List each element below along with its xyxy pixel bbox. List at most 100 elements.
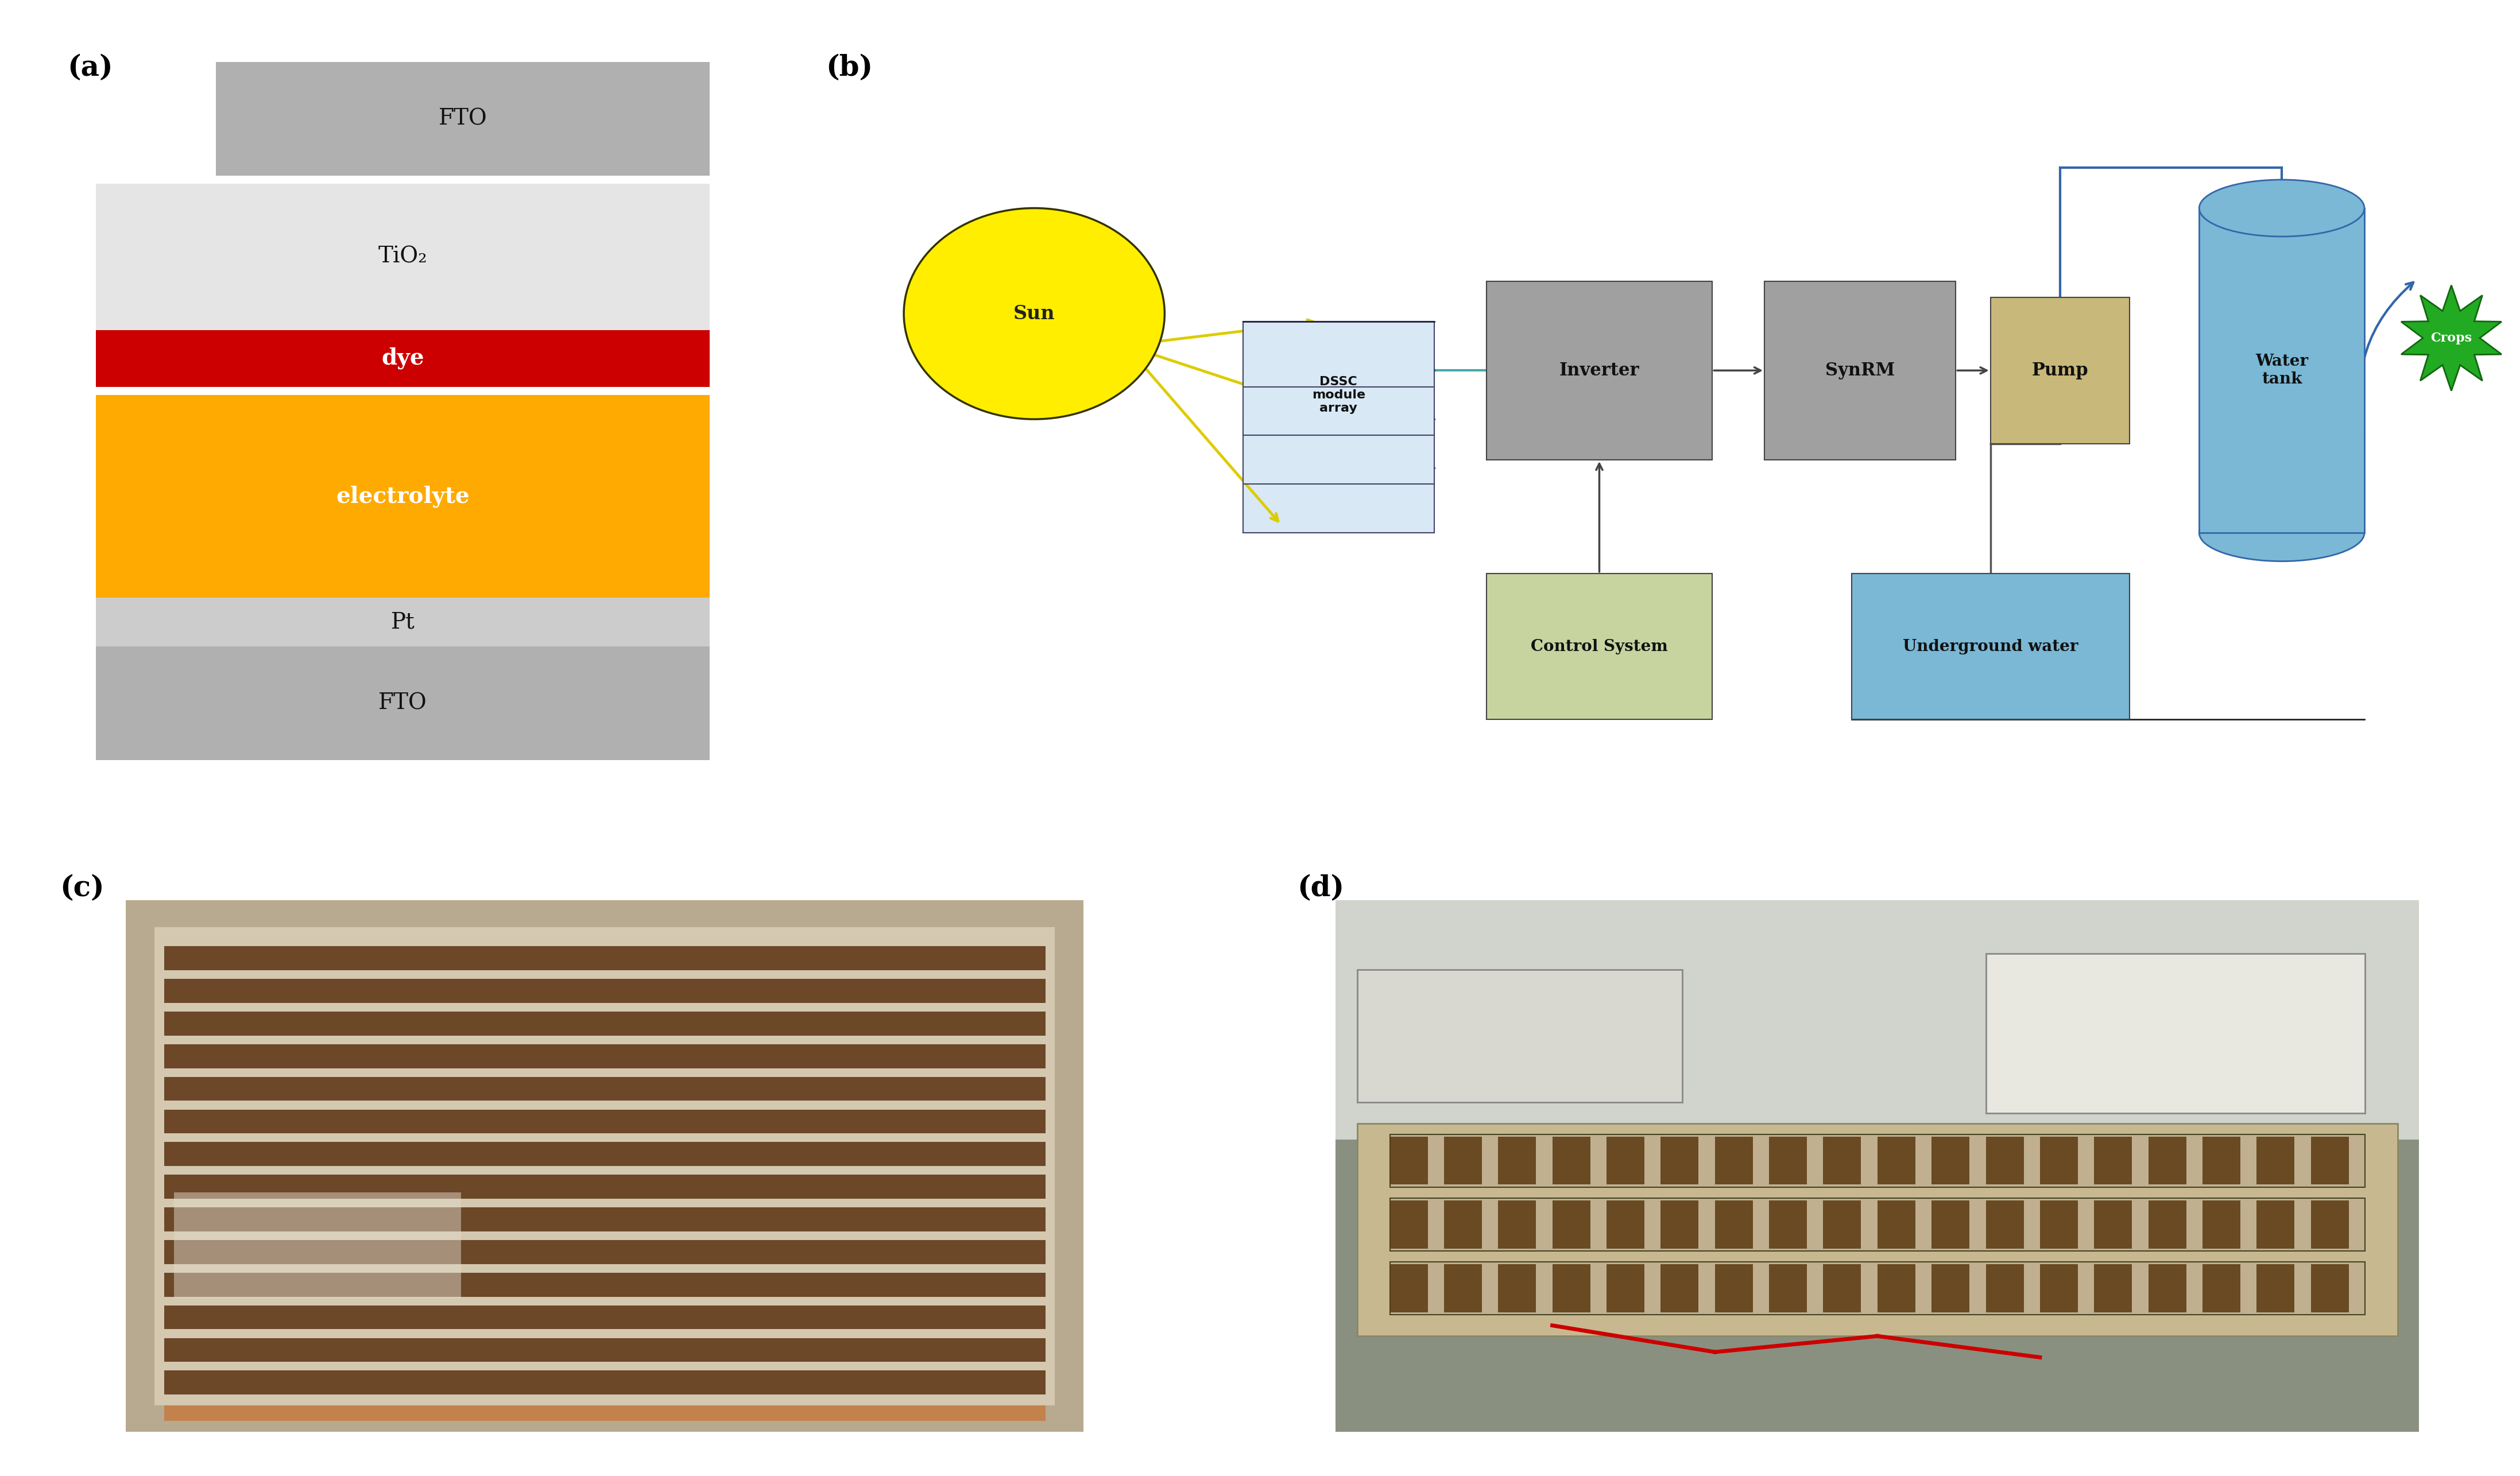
Bar [96, 184, 711, 331]
Bar [1391, 1199, 2364, 1252]
Bar [1487, 282, 1714, 461]
Bar [1986, 1137, 2024, 1185]
Bar [1769, 1137, 1807, 1185]
Bar [2202, 1200, 2240, 1249]
Text: FTO: FTO [438, 108, 486, 130]
Bar [1391, 1134, 2364, 1187]
Bar [1497, 1265, 1537, 1312]
Bar [1336, 1139, 2419, 1432]
Bar [1358, 970, 1683, 1103]
Bar [1608, 1265, 1646, 1312]
Bar [1552, 1265, 1590, 1312]
Text: (b): (b) [827, 53, 872, 83]
Text: Underground water: Underground water [1903, 639, 2079, 654]
Bar [2202, 1265, 2240, 1312]
Bar [1444, 1137, 1482, 1185]
Bar [2039, 1137, 2079, 1185]
Text: Pt: Pt [391, 611, 416, 633]
Bar [1986, 1265, 2024, 1312]
Bar [1930, 1265, 1971, 1312]
Text: FTO: FTO [378, 692, 426, 714]
Text: dye: dye [381, 347, 423, 369]
Bar [1056, 900, 1084, 1432]
Bar [2039, 1200, 2079, 1249]
Bar [2147, 1137, 2187, 1185]
Bar [1986, 1200, 2024, 1249]
Text: TiO₂: TiO₂ [378, 246, 428, 267]
Bar [1242, 468, 1434, 533]
Bar [164, 1175, 1046, 1199]
Text: Inverter: Inverter [1560, 362, 1641, 379]
Bar [164, 1272, 1046, 1296]
Bar [1444, 1265, 1482, 1312]
Bar [1358, 1123, 2397, 1336]
Bar [1497, 1200, 1537, 1249]
Bar [1877, 1200, 1915, 1249]
Bar [1986, 953, 2364, 1113]
Bar [164, 1110, 1046, 1134]
Bar [1991, 298, 2129, 444]
Bar [1661, 1265, 1698, 1312]
Bar [1552, 1200, 1590, 1249]
Bar [1930, 1137, 1971, 1185]
Bar [2311, 1200, 2349, 1249]
Text: Pump: Pump [2031, 362, 2089, 379]
Bar [164, 946, 1046, 970]
Bar [2202, 1137, 2240, 1185]
Bar [2039, 1265, 2079, 1312]
Bar [1336, 900, 2419, 1139]
Bar [1661, 1137, 1698, 1185]
Bar [96, 329, 711, 387]
Bar [2094, 1265, 2132, 1312]
Ellipse shape [2200, 180, 2364, 236]
Bar [1391, 1262, 2364, 1315]
Bar [96, 396, 711, 598]
Bar [2255, 1265, 2296, 1312]
Bar [126, 900, 1084, 927]
Text: Control System: Control System [1530, 639, 1668, 654]
Bar [2311, 1137, 2349, 1185]
Bar [1608, 1200, 1646, 1249]
Polygon shape [2402, 285, 2502, 391]
Bar [164, 1371, 1046, 1395]
Bar [1444, 1200, 1482, 1249]
Bar [1552, 1137, 1590, 1185]
Bar [96, 646, 711, 760]
Bar [1242, 322, 1434, 387]
Bar [126, 1405, 1084, 1432]
Bar [164, 1207, 1046, 1231]
Bar [126, 900, 154, 1432]
Bar [164, 1011, 1046, 1036]
Text: (d): (d) [1298, 874, 1343, 902]
Bar [1391, 1265, 1429, 1312]
Bar [164, 1240, 1046, 1263]
Bar [2255, 1137, 2296, 1185]
Bar [1391, 1137, 1429, 1185]
Bar [1877, 1265, 1915, 1312]
Bar [96, 598, 711, 646]
Bar [1877, 1137, 1915, 1185]
Bar [164, 1142, 1046, 1166]
Text: electrolyte: electrolyte [335, 486, 469, 508]
Text: SynRM: SynRM [1824, 362, 1895, 379]
Bar [2147, 1265, 2187, 1312]
Ellipse shape [905, 208, 1164, 419]
Bar [1487, 573, 1714, 719]
Text: Crops: Crops [2432, 332, 2472, 344]
Bar [174, 1193, 461, 1299]
Bar [164, 1077, 1046, 1101]
Bar [1242, 419, 1434, 484]
Bar [1822, 1200, 1862, 1249]
Bar [1764, 282, 1956, 461]
Text: DSSC
module
array: DSSC module array [1313, 376, 1366, 413]
Bar [217, 62, 711, 176]
Bar [1714, 1137, 1754, 1185]
Bar [1391, 1200, 1429, 1249]
Text: (c): (c) [60, 874, 103, 902]
Bar [1769, 1265, 1807, 1312]
Ellipse shape [2200, 505, 2364, 561]
Bar [1769, 1200, 1807, 1249]
Bar [164, 1405, 1046, 1421]
Bar [1714, 1265, 1754, 1312]
Text: Water
tank: Water tank [2255, 354, 2308, 387]
